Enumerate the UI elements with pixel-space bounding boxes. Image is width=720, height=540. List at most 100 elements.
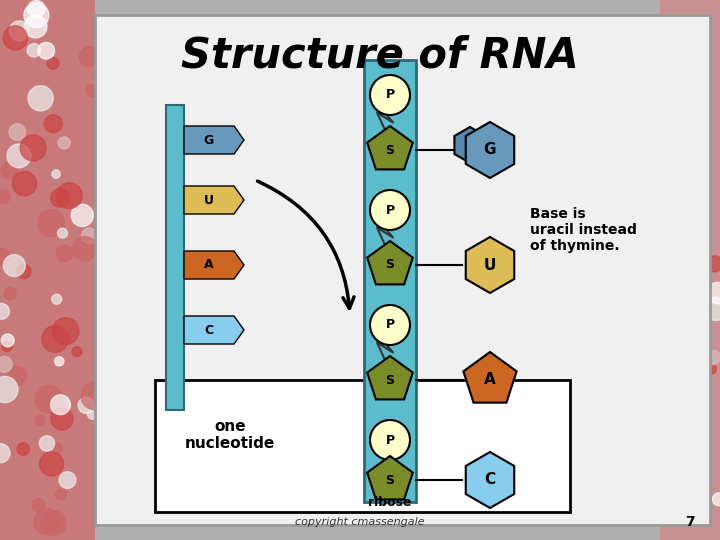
Text: P: P: [385, 434, 395, 447]
Circle shape: [38, 42, 55, 59]
Polygon shape: [367, 126, 413, 170]
Circle shape: [73, 237, 97, 261]
Circle shape: [4, 255, 25, 276]
Circle shape: [42, 326, 68, 353]
Circle shape: [59, 472, 76, 489]
Circle shape: [58, 137, 71, 149]
Text: P: P: [385, 204, 395, 217]
Circle shape: [34, 508, 60, 535]
Circle shape: [657, 248, 678, 268]
Circle shape: [35, 385, 63, 413]
Polygon shape: [184, 126, 244, 154]
Circle shape: [654, 196, 678, 220]
Polygon shape: [367, 456, 413, 500]
Circle shape: [53, 443, 63, 453]
Circle shape: [56, 183, 82, 208]
Circle shape: [51, 408, 73, 430]
Circle shape: [27, 44, 40, 57]
Text: G: G: [484, 143, 496, 158]
Text: P: P: [385, 89, 395, 102]
Circle shape: [707, 282, 720, 304]
Text: S: S: [385, 474, 395, 487]
Circle shape: [40, 452, 63, 476]
Circle shape: [27, 1, 45, 18]
Circle shape: [50, 395, 71, 415]
Circle shape: [45, 114, 62, 133]
Text: G: G: [204, 133, 214, 146]
Text: C: C: [204, 323, 214, 336]
Circle shape: [4, 287, 17, 300]
Text: A: A: [484, 373, 496, 388]
Circle shape: [28, 86, 53, 111]
Text: one
nucleotide: one nucleotide: [185, 419, 275, 451]
Circle shape: [12, 171, 37, 196]
Circle shape: [695, 154, 708, 167]
Circle shape: [42, 511, 66, 536]
Circle shape: [81, 228, 97, 244]
Text: S: S: [385, 144, 395, 157]
Circle shape: [1, 334, 14, 347]
Circle shape: [52, 170, 60, 178]
Polygon shape: [466, 452, 514, 508]
Polygon shape: [466, 122, 514, 178]
Polygon shape: [184, 251, 244, 279]
Circle shape: [704, 297, 720, 321]
Polygon shape: [184, 186, 244, 214]
Text: S: S: [385, 259, 395, 272]
Circle shape: [0, 444, 10, 463]
Circle shape: [706, 350, 720, 365]
Circle shape: [35, 415, 45, 426]
Circle shape: [24, 15, 47, 38]
Circle shape: [58, 228, 68, 238]
Bar: [155, 380, 570, 512]
Circle shape: [672, 73, 695, 96]
Circle shape: [55, 357, 64, 366]
Text: S: S: [385, 374, 395, 387]
Circle shape: [1, 162, 18, 179]
Circle shape: [370, 305, 410, 345]
Polygon shape: [367, 241, 413, 285]
Circle shape: [665, 262, 683, 279]
Circle shape: [0, 356, 12, 372]
Circle shape: [687, 433, 710, 456]
Circle shape: [72, 347, 82, 357]
Polygon shape: [367, 356, 413, 400]
Circle shape: [88, 409, 97, 419]
Circle shape: [370, 420, 410, 460]
Circle shape: [55, 489, 67, 500]
Polygon shape: [184, 316, 244, 344]
Text: U: U: [484, 258, 496, 273]
Circle shape: [669, 512, 681, 525]
Circle shape: [667, 53, 687, 73]
Circle shape: [7, 144, 31, 168]
Circle shape: [683, 220, 698, 237]
Text: ribose: ribose: [368, 496, 412, 509]
Circle shape: [672, 307, 684, 319]
Polygon shape: [454, 127, 485, 163]
Circle shape: [0, 248, 10, 265]
Circle shape: [53, 318, 79, 345]
Circle shape: [20, 135, 46, 161]
Text: copyright cmassengale: copyright cmassengale: [295, 517, 425, 527]
Text: A: A: [204, 259, 214, 272]
Circle shape: [24, 3, 49, 28]
Circle shape: [684, 376, 701, 394]
Bar: [660, 0, 720, 540]
Circle shape: [37, 210, 65, 237]
Circle shape: [707, 256, 720, 272]
Circle shape: [50, 188, 69, 207]
Circle shape: [0, 189, 10, 204]
Circle shape: [78, 397, 94, 414]
Circle shape: [8, 367, 27, 385]
FancyArrowPatch shape: [258, 181, 354, 308]
Circle shape: [706, 363, 716, 374]
Bar: [0, 0, 95, 540]
Circle shape: [52, 294, 62, 304]
Circle shape: [3, 26, 27, 50]
Circle shape: [32, 498, 45, 511]
Circle shape: [56, 245, 73, 262]
Text: 7: 7: [685, 515, 695, 529]
Circle shape: [47, 57, 59, 69]
Circle shape: [2, 341, 12, 352]
Circle shape: [86, 84, 98, 97]
